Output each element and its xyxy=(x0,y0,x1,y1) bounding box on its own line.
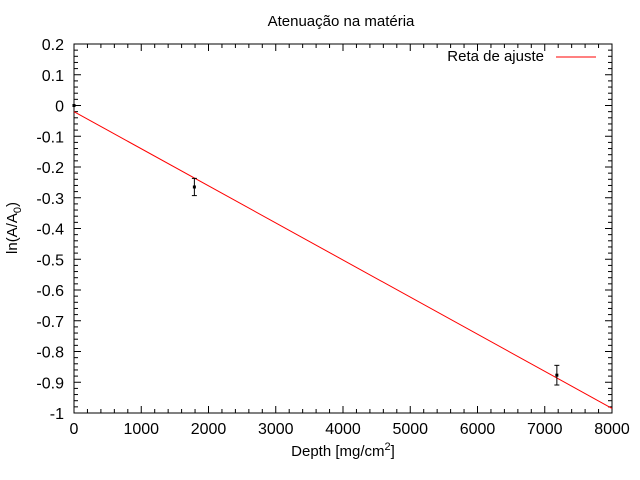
y-tick-label: -0.8 xyxy=(36,345,64,362)
y-tick-label: 0.1 xyxy=(42,68,64,85)
data-point xyxy=(191,177,197,197)
y-axis-label-main: ln(A/A xyxy=(4,213,21,254)
data-point xyxy=(72,104,76,107)
x-tick-label: 6000 xyxy=(460,421,496,438)
y-axis-label: ln(A/A0) xyxy=(4,202,24,254)
y-tick-label: -0.2 xyxy=(36,160,64,177)
y-tick-label: 0.2 xyxy=(42,37,64,54)
y-tick-label: 0 xyxy=(55,99,64,116)
y-tick-label: -0.4 xyxy=(36,222,64,239)
x-axis-label-main: Depth [mg/cm xyxy=(291,443,384,460)
x-tick-label: 0 xyxy=(70,421,79,438)
legend: Reta de ajuste xyxy=(447,48,596,65)
plot-frame xyxy=(73,43,613,414)
y-axis-ticks xyxy=(74,43,612,414)
fit-line xyxy=(73,111,613,409)
y-axis-label-subscript: 0 xyxy=(12,207,24,213)
y-tick-label: -0.3 xyxy=(36,191,64,208)
x-tick-label: 5000 xyxy=(392,421,428,438)
x-tick-label: 7000 xyxy=(527,421,563,438)
y-tick-label: -0.6 xyxy=(36,283,64,300)
x-tick-label: 2000 xyxy=(191,421,227,438)
y-axis-tick-labels: -1 -0.9 -0.8 -0.7 -0.6 -0.5 -0.4 -0.3 -0.2 -0.1 0 0… xyxy=(36,37,64,423)
point-marker xyxy=(192,185,196,189)
fit-line-layer xyxy=(73,111,613,409)
x-tick-label: 4000 xyxy=(325,421,361,438)
x-tick-label: 3000 xyxy=(258,421,294,438)
y-tick-label: -1 xyxy=(50,406,64,423)
data-points-layer xyxy=(72,104,560,386)
point-marker xyxy=(72,104,76,107)
y-tick-label: -0.9 xyxy=(36,375,64,392)
legend-label: Reta de ajuste xyxy=(447,48,544,65)
point-marker xyxy=(555,373,559,377)
chart-title: Atenuação na matéria xyxy=(268,13,415,30)
x-axis-label: Depth [mg/cm2] xyxy=(291,441,395,460)
data-point xyxy=(554,364,560,386)
x-tick-label: 8000 xyxy=(594,421,630,438)
y-axis-label-end: ) xyxy=(4,202,21,207)
y-tick-label: -0.7 xyxy=(36,314,64,331)
x-axis-tick-labels: 0 1000 2000 3000 4000 5000 6000 7000 8000 xyxy=(70,421,630,438)
x-axis-ticks xyxy=(73,44,613,413)
x-axis-label-end: ] xyxy=(391,443,395,460)
y-tick-label: -0.1 xyxy=(36,129,64,146)
x-axis-label-superscript: 2 xyxy=(385,441,391,453)
y-tick-label: -0.5 xyxy=(36,252,64,269)
x-tick-label: 1000 xyxy=(123,421,159,438)
